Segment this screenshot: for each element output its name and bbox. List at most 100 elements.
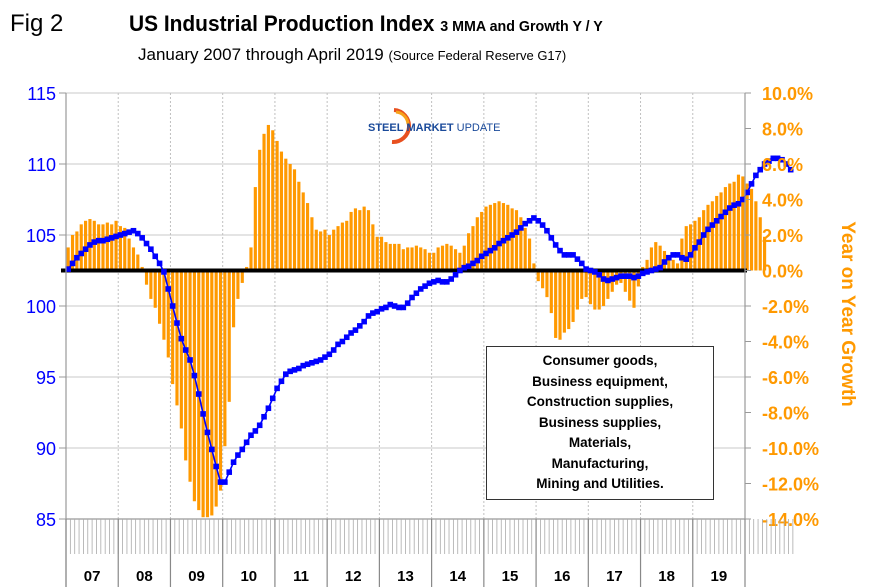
index-point bbox=[740, 196, 746, 203]
chart-title-main: US Industrial Production Index bbox=[129, 11, 435, 36]
growth-bar bbox=[192, 270, 196, 502]
growth-bar bbox=[719, 192, 723, 271]
index-point bbox=[352, 327, 359, 333]
growth-bar bbox=[262, 133, 266, 271]
growth-bar bbox=[136, 254, 140, 271]
index-point bbox=[718, 213, 724, 220]
right-tick-label: -4.0% bbox=[762, 333, 809, 353]
index-point bbox=[652, 266, 659, 272]
growth-bar bbox=[97, 224, 101, 271]
index-point bbox=[422, 283, 428, 289]
growth-bar bbox=[658, 245, 662, 271]
growth-bar bbox=[153, 270, 157, 308]
index-point bbox=[195, 391, 202, 397]
right-tick-label: -12.0% bbox=[762, 475, 819, 495]
index-point bbox=[705, 226, 711, 233]
x-tick-label: 18 bbox=[658, 568, 675, 585]
index-point bbox=[465, 263, 472, 270]
right-tick-label: -14.0% bbox=[762, 510, 819, 530]
x-tick-label: 19 bbox=[711, 568, 728, 585]
right-tick-label: 0.0% bbox=[762, 262, 803, 282]
index-point bbox=[317, 357, 324, 363]
index-point bbox=[322, 354, 328, 360]
annotation-line: Materials, bbox=[568, 435, 632, 450]
index-point bbox=[539, 222, 546, 228]
index-point bbox=[483, 250, 489, 257]
index-point bbox=[187, 357, 193, 363]
growth-bar bbox=[680, 238, 684, 271]
index-point bbox=[670, 252, 676, 258]
index-point bbox=[426, 280, 433, 287]
left-axis-ticks: 85 90 95 100 105 110 115 bbox=[26, 84, 66, 530]
growth-bar bbox=[92, 220, 96, 271]
growth-bar bbox=[371, 224, 375, 271]
growth-bar bbox=[715, 195, 719, 271]
x-tick-label: 17 bbox=[606, 568, 623, 585]
growth-bar bbox=[319, 231, 323, 271]
growth-bar bbox=[201, 270, 205, 518]
growth-bar bbox=[332, 229, 336, 271]
index-point bbox=[470, 260, 476, 267]
growth-bar bbox=[279, 151, 284, 271]
index-point bbox=[753, 172, 759, 179]
growth-bar bbox=[467, 233, 471, 271]
index-point bbox=[504, 235, 511, 241]
annotation-line: Consumer goods, bbox=[542, 353, 658, 368]
growth-bar bbox=[628, 270, 632, 301]
growth-bar bbox=[488, 204, 492, 271]
index-point bbox=[600, 276, 607, 282]
index-point bbox=[339, 338, 346, 345]
index-point bbox=[661, 259, 668, 265]
annotation-line: Business supplies, bbox=[538, 414, 662, 430]
growth-bar bbox=[188, 270, 192, 482]
index-point bbox=[200, 411, 206, 417]
index-point bbox=[713, 218, 720, 224]
right-tick-label: -10.0% bbox=[762, 439, 819, 459]
index-point bbox=[622, 273, 629, 279]
growth-bar bbox=[601, 270, 606, 306]
growth-bar bbox=[689, 224, 693, 271]
growth-bar bbox=[114, 220, 118, 271]
growth-bar bbox=[362, 206, 366, 271]
x-tick-label: 12 bbox=[345, 568, 362, 585]
index-point bbox=[65, 266, 71, 272]
index-point bbox=[135, 230, 141, 237]
annotation-line: Mining and Utilities. bbox=[536, 476, 664, 491]
growth-bar bbox=[288, 164, 292, 271]
index-point bbox=[361, 318, 367, 325]
x-tick-label: 07 bbox=[84, 568, 101, 585]
growth-bar bbox=[171, 270, 175, 385]
growth-bar bbox=[340, 222, 344, 271]
index-point bbox=[679, 254, 685, 261]
right-tick-label: 8.0% bbox=[762, 120, 803, 140]
growth-bar bbox=[527, 238, 532, 271]
growth-bar bbox=[580, 270, 584, 299]
growth-bar bbox=[606, 270, 610, 299]
growth-bar bbox=[84, 220, 88, 271]
growth-bar bbox=[205, 270, 210, 518]
index-point bbox=[522, 220, 528, 227]
growth-bar bbox=[401, 249, 405, 271]
growth-bar bbox=[462, 245, 466, 271]
growth-bar bbox=[584, 270, 588, 298]
index-point bbox=[544, 227, 550, 234]
index-point bbox=[570, 252, 576, 258]
index-point bbox=[766, 158, 772, 164]
index-point bbox=[448, 276, 455, 282]
growth-bar bbox=[519, 217, 523, 271]
growth-bar bbox=[184, 270, 188, 461]
index-point bbox=[226, 469, 233, 475]
growth-bar bbox=[475, 217, 479, 271]
right-tick-label: 2.0% bbox=[762, 226, 803, 246]
index-point bbox=[374, 308, 381, 315]
growth-bar bbox=[197, 270, 201, 511]
growth-bar bbox=[292, 169, 297, 271]
index-point bbox=[783, 161, 790, 167]
growth-bar bbox=[101, 224, 105, 271]
index-point bbox=[391, 303, 398, 309]
index-point bbox=[274, 385, 280, 392]
index-point bbox=[452, 271, 459, 278]
index-point bbox=[300, 362, 307, 369]
index-point bbox=[557, 247, 563, 254]
growth-bar bbox=[536, 270, 540, 282]
